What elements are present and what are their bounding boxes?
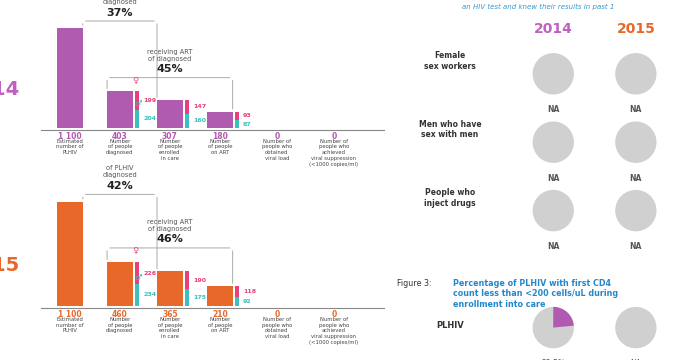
Text: 204: 204 xyxy=(143,116,156,121)
Text: 42%: 42% xyxy=(106,181,133,191)
Bar xyxy=(185,100,189,114)
Text: 403: 403 xyxy=(112,132,128,141)
Text: Number
of people
enrolled
in care: Number of people enrolled in care xyxy=(158,317,182,339)
Bar xyxy=(235,120,239,128)
Text: Men who have
sex with men: Men who have sex with men xyxy=(418,120,482,139)
Text: 92: 92 xyxy=(243,299,252,304)
Text: 0: 0 xyxy=(274,310,279,319)
Text: Female
sex workers: Female sex workers xyxy=(424,51,476,71)
Text: 87: 87 xyxy=(243,122,252,127)
Text: 199: 199 xyxy=(143,98,156,103)
Text: Number
of people
on ART: Number of people on ART xyxy=(208,139,232,155)
Bar xyxy=(185,114,189,128)
Text: 190: 190 xyxy=(193,278,206,283)
Text: ♀: ♀ xyxy=(132,76,138,85)
Text: receiving ART
of diagnosed: receiving ART of diagnosed xyxy=(147,49,193,62)
Bar xyxy=(157,271,182,306)
Text: Number
of people
diagnosed: Number of people diagnosed xyxy=(106,139,134,155)
Text: 226: 226 xyxy=(143,271,156,275)
Text: 2015: 2015 xyxy=(617,22,655,36)
Text: of PLHIV
diagnosed: of PLHIV diagnosed xyxy=(102,165,137,178)
Text: 0: 0 xyxy=(331,310,337,319)
Bar xyxy=(135,284,139,306)
Text: 210: 210 xyxy=(212,310,228,319)
Text: receiving ART
of diagnosed: receiving ART of diagnosed xyxy=(147,219,193,232)
Bar xyxy=(107,91,133,128)
Text: Number of
people who
obtained
viral load: Number of people who obtained viral load xyxy=(262,139,292,161)
Text: Number of
people who
obtained
viral load: Number of people who obtained viral load xyxy=(262,317,292,339)
Text: Estimated
number of
PLHIV: Estimated number of PLHIV xyxy=(56,139,84,155)
Text: Figure 3:: Figure 3: xyxy=(397,279,434,288)
Ellipse shape xyxy=(532,307,574,348)
Text: 2015: 2015 xyxy=(0,256,20,275)
Bar xyxy=(57,202,83,306)
Bar xyxy=(185,289,189,306)
Text: NA: NA xyxy=(547,242,560,251)
Text: 307: 307 xyxy=(162,132,178,141)
Ellipse shape xyxy=(532,53,574,95)
Text: NA: NA xyxy=(547,105,560,114)
Ellipse shape xyxy=(615,307,657,348)
Text: Number of
people who
achieved
viral suppression
(<1000 copies/ml): Number of people who achieved viral supp… xyxy=(309,139,359,167)
Text: NA: NA xyxy=(630,242,642,251)
Bar xyxy=(235,112,239,120)
Bar xyxy=(185,271,189,289)
Text: ♀: ♀ xyxy=(132,246,138,255)
Bar xyxy=(107,262,133,306)
Text: Number of
people who
achieved
viral suppression
(<1000 copies/ml): Number of people who achieved viral supp… xyxy=(309,317,359,345)
Text: 160: 160 xyxy=(193,118,206,123)
Text: 46%: 46% xyxy=(156,234,183,244)
Bar xyxy=(135,262,139,284)
Text: NA: NA xyxy=(630,359,641,360)
Text: 460: 460 xyxy=(112,310,128,319)
Text: 0: 0 xyxy=(331,132,337,141)
Bar xyxy=(157,100,182,128)
Text: an HIV test and knew their results in past 1: an HIV test and knew their results in pa… xyxy=(462,4,615,10)
Text: NA: NA xyxy=(630,174,642,183)
Bar xyxy=(135,109,139,128)
Text: NA: NA xyxy=(630,105,642,114)
Text: 180: 180 xyxy=(212,132,228,141)
Text: Number
of people
on ART: Number of people on ART xyxy=(208,317,232,333)
Bar xyxy=(57,28,83,128)
Text: ♂: ♂ xyxy=(135,99,142,108)
Text: 1 100: 1 100 xyxy=(58,132,82,141)
Text: of PLHIV
diagnosed: of PLHIV diagnosed xyxy=(102,0,137,5)
Text: NA: NA xyxy=(547,174,560,183)
Bar xyxy=(235,286,239,297)
Text: 1 100: 1 100 xyxy=(58,310,82,319)
Text: ♂: ♂ xyxy=(135,273,142,282)
Ellipse shape xyxy=(615,121,657,163)
Text: 45%: 45% xyxy=(156,64,183,74)
Text: PLHIV: PLHIV xyxy=(436,321,464,330)
Text: 23.5%: 23.5% xyxy=(541,359,565,360)
Text: 365: 365 xyxy=(162,310,178,319)
Text: Number
of people
diagnosed: Number of people diagnosed xyxy=(106,317,134,333)
Ellipse shape xyxy=(532,121,574,163)
Ellipse shape xyxy=(615,53,657,95)
Polygon shape xyxy=(553,307,573,328)
Ellipse shape xyxy=(615,190,657,231)
Text: 234: 234 xyxy=(143,292,156,297)
Text: 175: 175 xyxy=(193,295,206,300)
Text: Estimated
number of
PLHIV: Estimated number of PLHIV xyxy=(56,317,84,333)
Bar xyxy=(135,91,139,109)
Ellipse shape xyxy=(532,190,574,231)
Bar xyxy=(207,286,233,306)
Text: Number
of people
enrolled
in care: Number of people enrolled in care xyxy=(158,139,182,161)
Bar xyxy=(235,297,239,306)
Text: 2014: 2014 xyxy=(0,80,20,99)
Text: 118: 118 xyxy=(243,289,256,294)
Text: 93: 93 xyxy=(243,113,252,118)
Text: People who
inject drugs: People who inject drugs xyxy=(424,188,476,208)
Text: 0: 0 xyxy=(274,132,279,141)
Text: 2014: 2014 xyxy=(534,22,573,36)
Text: 37%: 37% xyxy=(106,8,133,18)
Bar xyxy=(207,112,233,128)
Text: 147: 147 xyxy=(193,104,206,109)
Text: Percentage of PLHIV with first CD4
count less than <200 cells/uL during
enrollme: Percentage of PLHIV with first CD4 count… xyxy=(453,279,618,309)
